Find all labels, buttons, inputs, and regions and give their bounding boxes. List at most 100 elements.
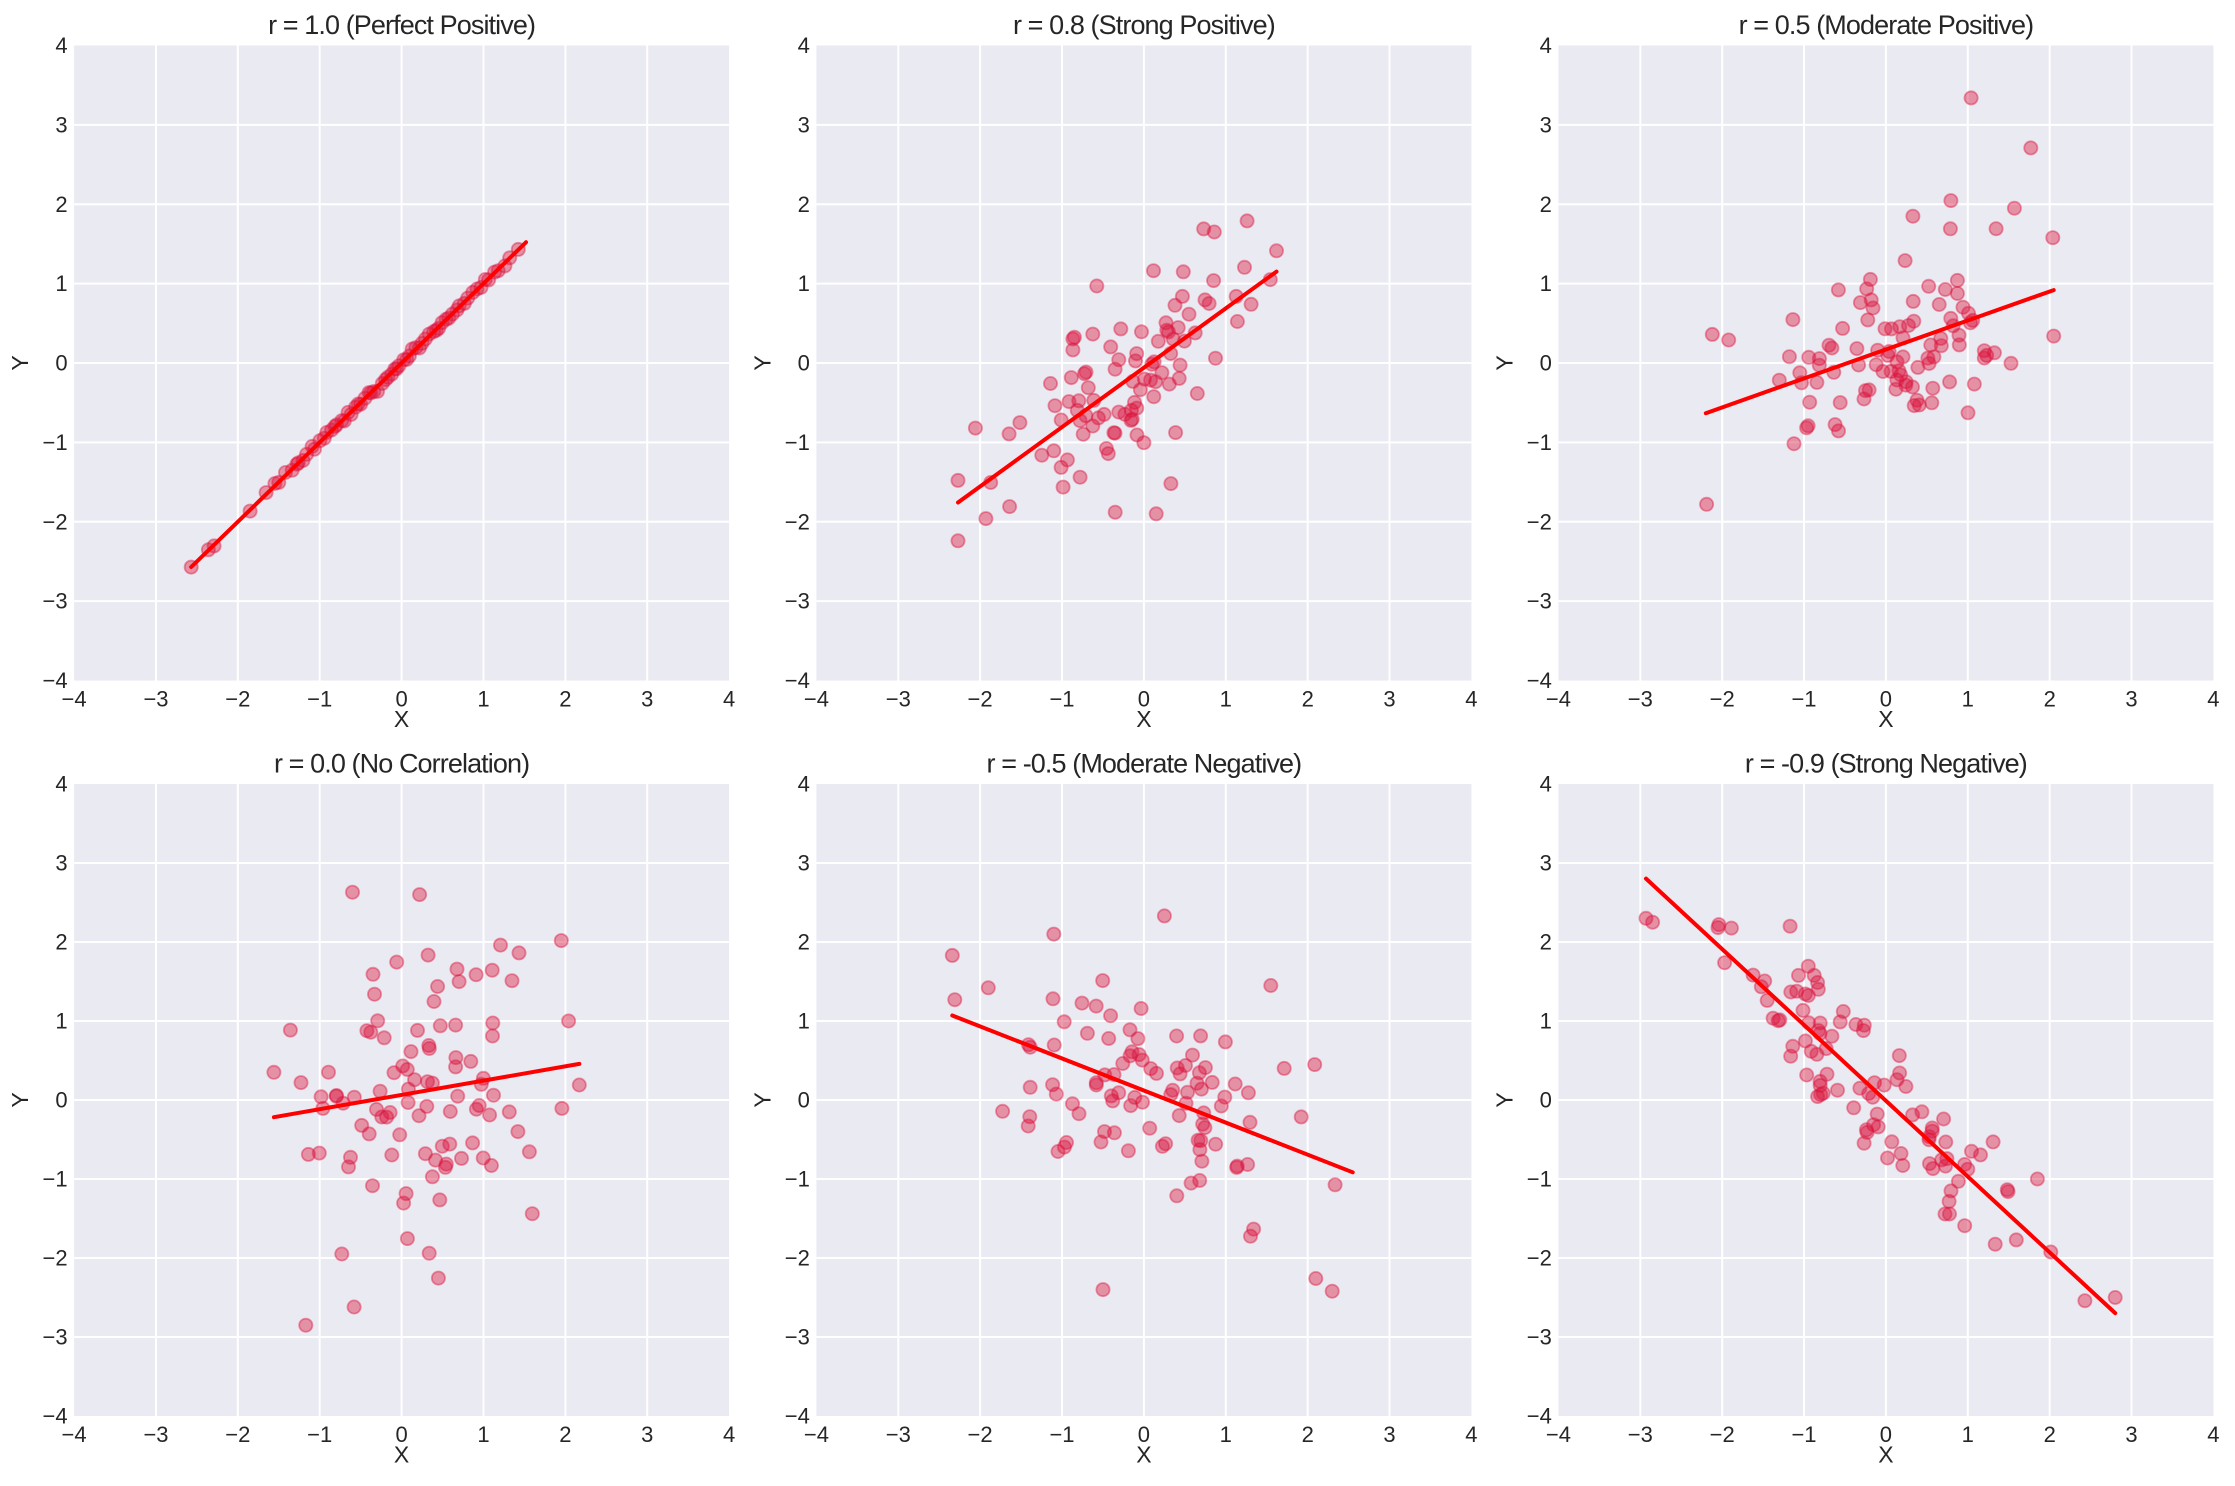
svg-text:−2: −2 [43,509,68,534]
svg-text:1: 1 [1962,687,1974,712]
svg-text:−4: −4 [785,1404,810,1429]
svg-text:X: X [394,706,409,732]
svg-text:−3: −3 [1628,687,1653,712]
svg-text:r = 1.0 (Perfect Positive): r = 1.0 (Perfect Positive) [268,10,535,40]
svg-text:1: 1 [1962,1422,1974,1447]
svg-text:−2: −2 [968,1422,993,1447]
svg-text:−2: −2 [1710,1422,1735,1447]
svg-text:−1: −1 [307,1422,332,1447]
svg-text:1: 1 [1540,1009,1552,1034]
svg-text:−4: −4 [804,1422,829,1447]
svg-text:1: 1 [477,687,489,712]
svg-text:X: X [1878,706,1893,732]
svg-text:0: 0 [1138,687,1150,712]
svg-text:−4: −4 [43,1404,68,1429]
svg-text:4: 4 [55,33,67,58]
svg-text:1: 1 [798,1009,810,1034]
svg-text:2: 2 [55,930,67,955]
svg-text:4: 4 [1540,33,1552,58]
svg-text:4: 4 [2207,1422,2219,1447]
svg-text:r = 0.0 (No Correlation): r = 0.0 (No Correlation) [274,749,529,779]
svg-text:−2: −2 [225,1422,250,1447]
svg-text:4: 4 [1465,1422,1477,1447]
svg-text:−4: −4 [1527,668,1552,693]
svg-text:0: 0 [395,1422,407,1447]
svg-text:4: 4 [1465,687,1477,712]
svg-text:Y: Y [749,1092,775,1107]
svg-text:2: 2 [559,1422,571,1447]
svg-text:−3: −3 [143,687,168,712]
svg-text:−2: −2 [785,509,810,534]
svg-text:0: 0 [1540,351,1552,376]
svg-text:0: 0 [798,351,810,376]
svg-text:3: 3 [641,1422,653,1447]
svg-text:4: 4 [2207,687,2219,712]
svg-text:3: 3 [55,851,67,876]
svg-text:−2: −2 [225,687,250,712]
svg-text:4: 4 [723,1422,735,1447]
svg-text:1: 1 [1540,271,1552,296]
svg-text:1: 1 [1220,1422,1232,1447]
svg-text:3: 3 [2125,687,2137,712]
svg-text:3: 3 [641,687,653,712]
svg-text:X: X [1878,1442,1893,1468]
svg-text:3: 3 [1540,113,1552,138]
svg-text:−2: −2 [1527,509,1552,534]
svg-text:Y: Y [7,355,33,370]
svg-text:−3: −3 [785,1325,810,1350]
svg-text:2: 2 [1540,192,1552,217]
svg-text:−3: −3 [143,1422,168,1447]
svg-text:2: 2 [798,930,810,955]
svg-text:−1: −1 [1527,430,1552,455]
svg-text:−2: −2 [1527,1246,1552,1271]
svg-text:4: 4 [55,772,67,797]
svg-text:−3: −3 [785,589,810,614]
svg-text:1: 1 [55,271,67,296]
svg-text:−1: −1 [1049,687,1074,712]
svg-text:−3: −3 [43,1325,68,1350]
svg-text:−4: −4 [43,668,68,693]
svg-text:3: 3 [1383,687,1395,712]
svg-text:Y: Y [1491,1092,1517,1107]
svg-text:1: 1 [1220,687,1232,712]
svg-text:−4: −4 [1527,1404,1552,1429]
svg-text:−1: −1 [785,430,810,455]
svg-text:−3: −3 [1527,1325,1552,1350]
svg-text:−3: −3 [886,1422,911,1447]
svg-text:−3: −3 [1628,1422,1653,1447]
svg-text:2: 2 [559,687,571,712]
svg-text:−3: −3 [886,687,911,712]
svg-text:3: 3 [2125,1422,2137,1447]
svg-text:−4: −4 [785,668,810,693]
svg-text:0: 0 [1138,1422,1150,1447]
svg-text:2: 2 [2044,1422,2056,1447]
svg-text:1: 1 [477,1422,489,1447]
svg-text:3: 3 [798,113,810,138]
svg-text:1: 1 [798,271,810,296]
svg-text:−2: −2 [785,1246,810,1271]
svg-text:Y: Y [1491,355,1517,370]
svg-text:r = -0.9 (Strong Negative): r = -0.9 (Strong Negative) [1745,749,2027,779]
svg-text:0: 0 [1880,1422,1892,1447]
svg-text:3: 3 [1383,1422,1395,1447]
svg-text:−1: −1 [43,1167,68,1192]
svg-text:r = 0.5 (Moderate Positive): r = 0.5 (Moderate Positive) [1739,10,2034,40]
svg-text:−2: −2 [1710,687,1735,712]
svg-text:2: 2 [1302,1422,1314,1447]
svg-text:3: 3 [55,113,67,138]
svg-text:4: 4 [798,772,810,797]
svg-text:2: 2 [1302,687,1314,712]
svg-text:X: X [1136,706,1151,732]
svg-text:r = 0.8 (Strong Positive): r = 0.8 (Strong Positive) [1013,10,1275,40]
svg-text:−1: −1 [43,430,68,455]
svg-text:4: 4 [723,687,735,712]
svg-text:2: 2 [55,192,67,217]
svg-text:−3: −3 [1527,589,1552,614]
svg-text:−1: −1 [785,1167,810,1192]
svg-text:−4: −4 [1546,1422,1571,1447]
svg-text:−3: −3 [43,589,68,614]
svg-text:Y: Y [749,355,775,370]
svg-text:0: 0 [798,1088,810,1113]
svg-text:−1: −1 [1049,1422,1074,1447]
svg-text:0: 0 [55,351,67,376]
